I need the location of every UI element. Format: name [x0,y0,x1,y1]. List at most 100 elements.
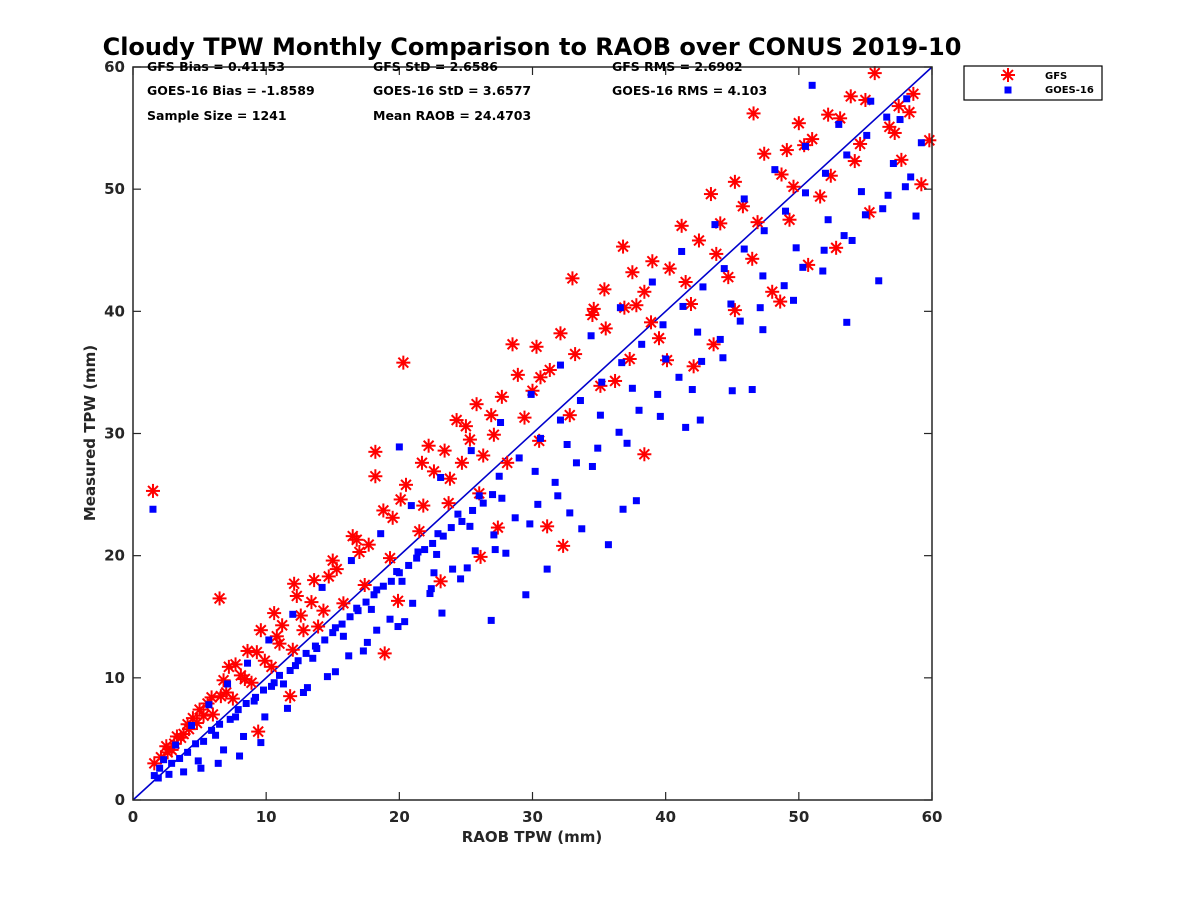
data-point-gfs [637,447,652,462]
data-point-goes16 [323,673,331,681]
data-point-gfs [192,702,207,717]
data-point-gfs [773,294,788,309]
data-point-goes16 [824,216,832,224]
data-point-gfs [608,373,623,388]
data-point-goes16 [771,166,779,174]
y-tick-label: 30 [104,425,125,443]
data-point-gfs [251,724,266,739]
data-point-gfs [296,623,311,638]
data-point-goes16 [551,478,559,486]
data-point-gfs [441,496,456,511]
data-point-goes16 [236,752,244,760]
data-point-gfs [821,107,836,122]
data-point-goes16 [226,715,234,723]
data-point-gfs [391,593,406,608]
data-point-goes16 [252,693,260,701]
data-point-goes16 [594,444,602,452]
data-point-goes16 [675,373,683,381]
stat-goes-rms: GOES-16 RMS = 4.103 [612,83,767,98]
data-point-gfs [727,303,742,318]
data-point-gfs [683,297,698,312]
data-point-gfs [421,438,436,453]
data-point-gfs [393,492,408,507]
data-point-gfs [686,359,701,374]
data-point-goes16 [154,774,162,782]
data-point-goes16 [759,272,767,280]
data-point-gfs [283,689,298,704]
data-point-goes16 [489,491,497,499]
data-point-goes16 [662,355,670,363]
data-point-goes16 [208,726,216,734]
data-point-gfs [637,284,652,299]
data-point-goes16 [214,759,222,767]
data-point-gfs [368,469,383,484]
data-point-gfs [902,105,917,120]
data-point-goes16 [736,317,744,325]
x-tick-label: 40 [655,808,676,826]
y-tick-label: 20 [104,547,125,565]
legend-gfs-marker [1001,68,1015,82]
data-point-goes16 [454,510,462,518]
data-point-gfs [383,551,398,566]
data-point-gfs [289,588,304,603]
data-point-gfs [750,215,765,230]
data-point-gfs [894,152,909,167]
x-axis-label: RAOB TPW (mm) [462,828,603,846]
data-point-goes16 [318,583,326,591]
data-point-goes16 [194,757,202,765]
data-point-goes16 [197,764,205,772]
stat-gfs-std: GFS StD = 2.6586 [373,59,498,74]
legend-gfs-label: GFS [1045,71,1067,82]
data-point-goes16 [409,599,417,607]
data-point-goes16 [165,770,173,778]
data-point-goes16 [257,739,265,747]
data-point-goes16 [405,561,413,569]
data-point-goes16 [748,386,756,394]
legend-goes-marker [1004,86,1012,94]
data-point-goes16 [433,550,441,558]
data-point-gfs [486,427,501,442]
data-point-goes16 [303,684,311,692]
data-point-gfs [500,455,515,470]
data-point-goes16 [430,569,438,577]
data-point-goes16 [616,304,624,312]
data-point-gfs [377,646,392,661]
data-point-gfs [629,298,644,313]
data-point-gfs [847,154,862,169]
data-point-goes16 [903,95,911,103]
data-point-goes16 [790,296,798,304]
y-tick-label: 50 [104,180,125,198]
data-point-goes16 [188,721,196,729]
data-point-goes16 [531,467,539,475]
data-point-goes16 [160,756,168,764]
data-point-goes16 [728,387,736,395]
data-point-goes16 [801,142,809,150]
data-point-goes16 [556,361,564,369]
x-tick-label: 20 [389,808,410,826]
y-tick-label: 10 [104,669,125,687]
data-point-goes16 [395,569,403,577]
data-point-gfs [586,301,601,316]
data-point-goes16 [212,731,220,739]
legend: GFS GOES-16 [963,65,1103,101]
data-point-goes16 [345,652,353,660]
data-point-goes16 [840,232,848,240]
data-point-goes16 [370,591,378,599]
data-point-goes16 [387,577,395,585]
data-point-gfs [625,265,640,280]
data-point-goes16 [294,657,302,665]
legend-box [963,65,1103,101]
data-point-gfs [412,524,427,539]
data-point-goes16 [429,539,437,547]
data-point-gfs [598,321,613,336]
data-point-gfs [267,606,282,621]
data-point-goes16 [782,207,790,215]
data-point-goes16 [407,502,415,510]
data-point-gfs [553,326,568,341]
data-point-goes16 [260,686,268,694]
data-point-goes16 [820,246,828,254]
data-point-gfs [176,727,191,742]
stat-goes-std: GOES-16 StD = 3.6577 [373,83,531,98]
data-point-goes16 [205,701,213,709]
data-point-gfs [786,179,801,194]
